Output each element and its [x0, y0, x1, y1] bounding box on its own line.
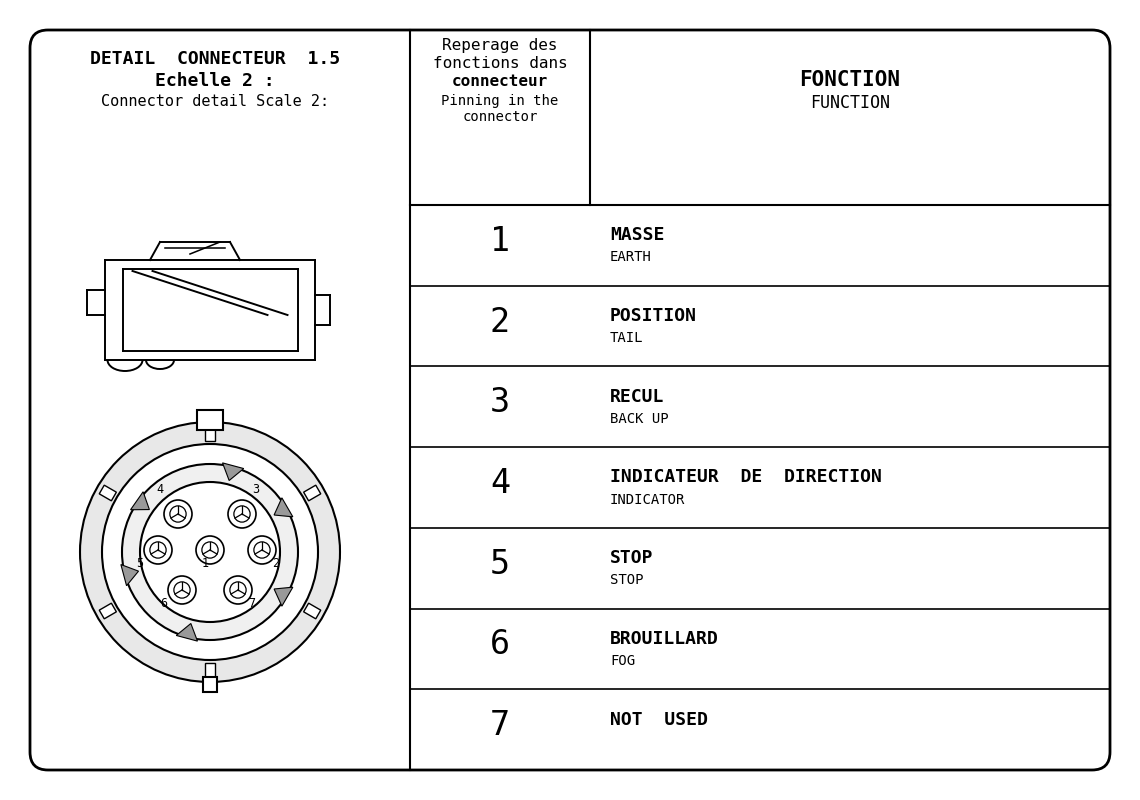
Text: MASSE: MASSE — [610, 226, 665, 244]
Circle shape — [168, 576, 196, 604]
Circle shape — [174, 582, 190, 598]
Text: STOP: STOP — [610, 550, 653, 567]
Bar — [203, 677, 217, 692]
Polygon shape — [303, 485, 320, 501]
Polygon shape — [274, 587, 293, 606]
Text: 1: 1 — [202, 557, 209, 570]
Text: RECUL: RECUL — [610, 388, 665, 406]
Circle shape — [230, 582, 246, 598]
Polygon shape — [131, 492, 149, 510]
Polygon shape — [303, 603, 320, 619]
Text: EARTH: EARTH — [610, 250, 652, 264]
Text: 7: 7 — [490, 709, 510, 742]
Text: 3: 3 — [490, 386, 510, 419]
Text: 2: 2 — [272, 557, 279, 570]
Text: 6: 6 — [160, 597, 168, 610]
Text: NOT  USED: NOT USED — [610, 710, 708, 729]
Circle shape — [122, 464, 298, 640]
Text: FOG: FOG — [610, 654, 635, 668]
Text: STOP: STOP — [610, 574, 643, 587]
Polygon shape — [121, 565, 139, 586]
Text: TAIL: TAIL — [610, 331, 643, 345]
Text: 2: 2 — [490, 306, 510, 338]
Polygon shape — [99, 485, 116, 501]
Circle shape — [80, 422, 340, 682]
Circle shape — [149, 542, 166, 558]
Text: DETAIL  CONNECTEUR  1.5: DETAIL CONNECTEUR 1.5 — [90, 50, 340, 68]
Text: POSITION: POSITION — [610, 307, 697, 325]
Circle shape — [249, 536, 276, 564]
Text: 7: 7 — [249, 597, 255, 610]
Text: Reperage des: Reperage des — [442, 38, 557, 53]
Text: INDICATEUR  DE  DIRECTION: INDICATEUR DE DIRECTION — [610, 469, 882, 486]
Polygon shape — [222, 463, 244, 481]
Circle shape — [254, 542, 270, 558]
Polygon shape — [205, 427, 215, 441]
Circle shape — [140, 482, 280, 622]
Text: 4: 4 — [156, 483, 163, 496]
Text: 1: 1 — [490, 225, 510, 258]
Polygon shape — [99, 603, 116, 619]
Text: INDICATOR: INDICATOR — [610, 493, 685, 506]
Polygon shape — [205, 663, 215, 677]
Polygon shape — [177, 623, 197, 641]
Circle shape — [202, 542, 218, 558]
Circle shape — [144, 536, 172, 564]
Text: 6: 6 — [490, 629, 510, 662]
Text: FONCTION: FONCTION — [799, 70, 901, 90]
Text: BACK UP: BACK UP — [610, 412, 669, 426]
Text: Echelle 2 :: Echelle 2 : — [155, 72, 275, 90]
Circle shape — [196, 536, 223, 564]
Text: connecteur: connecteur — [451, 74, 548, 89]
Circle shape — [223, 576, 252, 604]
Circle shape — [101, 444, 318, 660]
Text: 5: 5 — [490, 548, 510, 581]
Text: 5: 5 — [136, 557, 144, 570]
Text: Connector detail Scale 2:: Connector detail Scale 2: — [101, 94, 329, 109]
Text: Pinning in the: Pinning in the — [441, 94, 559, 108]
Text: connector: connector — [463, 110, 538, 124]
Text: 3: 3 — [252, 483, 259, 496]
Text: fonctions dans: fonctions dans — [432, 56, 568, 71]
Circle shape — [164, 500, 192, 528]
Polygon shape — [274, 498, 293, 517]
Circle shape — [170, 506, 186, 522]
Text: FUNCTION: FUNCTION — [811, 94, 890, 112]
Circle shape — [234, 506, 250, 522]
Text: 4: 4 — [490, 467, 510, 500]
Text: BROUILLARD: BROUILLARD — [610, 630, 718, 648]
Bar — [197, 410, 223, 430]
Circle shape — [228, 500, 256, 528]
FancyBboxPatch shape — [30, 30, 1110, 770]
